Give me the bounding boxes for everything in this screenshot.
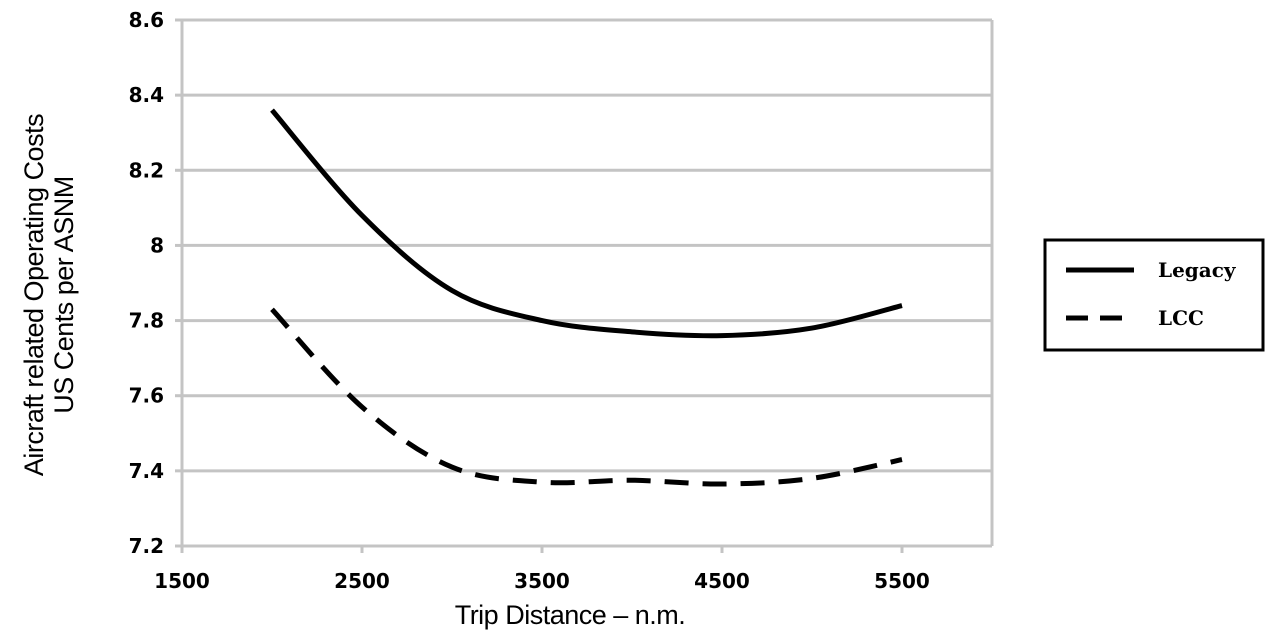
- series-line-lcc: [270, 307, 903, 487]
- x-tick-label: 1500: [154, 569, 210, 593]
- y-tick-label: 7.8: [129, 309, 164, 333]
- y-axis-title-line-1: Aircraft related Operating Costs: [19, 114, 49, 476]
- y-tick-label: 8: [150, 233, 164, 257]
- x-tick-labels: 1500 2500 3500 4500 5500: [154, 569, 930, 593]
- plot-frame: [175, 18, 994, 553]
- x-tick-label: 4500: [694, 569, 750, 593]
- y-tick-label: 8.4: [129, 83, 164, 107]
- x-tick-label: 2500: [334, 569, 390, 593]
- legend-box: [1043, 238, 1265, 352]
- legend-label-lcc: LCC: [1158, 306, 1204, 330]
- y-tick-label: 8.2: [129, 158, 164, 182]
- y-tick-label: 7.2: [129, 534, 164, 558]
- grid-lines: [182, 18, 992, 473]
- legend-label-legacy: Legacy: [1158, 258, 1237, 282]
- y-axis-title: Aircraft related Operating Costs US Cent…: [19, 114, 79, 476]
- x-tick-label: 3500: [514, 569, 570, 593]
- x-tick-label: 5500: [874, 569, 930, 593]
- x-axis-title: Trip Distance – n.m.: [455, 600, 686, 630]
- legend: Legacy LCC: [1043, 238, 1265, 352]
- y-axis-title-line-2: US Cents per ASNM: [49, 176, 79, 414]
- y-tick-label: 8.6: [129, 8, 164, 32]
- series-line-legacy: [270, 108, 903, 339]
- series-lines: [270, 108, 903, 487]
- y-tick-label: 7.4: [129, 459, 164, 483]
- y-tick-label: 7.6: [129, 384, 164, 408]
- y-tick-labels: 7.2 7.4 7.6 7.8 8 8.2 8.4 8.6: [129, 8, 164, 558]
